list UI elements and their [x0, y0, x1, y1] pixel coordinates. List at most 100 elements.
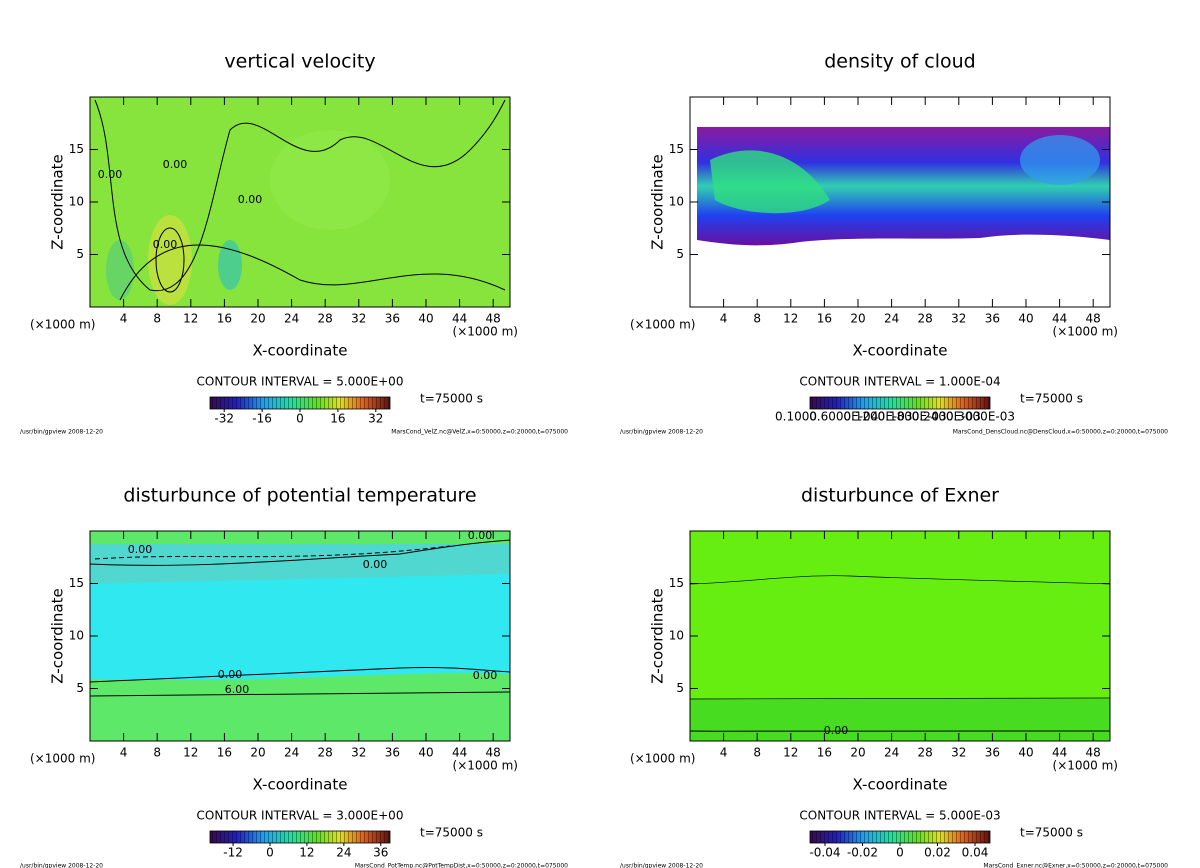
x-tick-label: 48: [486, 746, 501, 760]
field-blob: [106, 240, 134, 300]
contour-label: 0.00: [363, 558, 388, 571]
colorbar-tick-label: 0: [296, 412, 304, 426]
contour-interval: CONTOUR INTERVAL = 3.000E+00: [197, 809, 404, 823]
contour: [94, 545, 451, 560]
x-tick-label: 40: [1018, 312, 1033, 326]
x-tick-label: 48: [486, 312, 501, 326]
chart-title: density of cloud: [824, 51, 976, 73]
colorbar-tick-label: 0.3000E-03: [946, 410, 1015, 424]
time-label: t=75000 s: [420, 826, 483, 840]
x-tick-label: 36: [985, 746, 1000, 760]
x-unit: (×1000 m): [453, 325, 518, 339]
colorbar-tick-label: 0.02: [924, 846, 951, 860]
field-blob: [148, 215, 192, 305]
x-unit: (×1000 m): [453, 759, 518, 773]
field-blob: [218, 240, 242, 290]
y-tick-label: 15: [669, 142, 684, 156]
colorbar-tick-label: 36: [373, 846, 388, 860]
x-tick-label: 16: [217, 746, 232, 760]
colorbar-tick-label: 32: [368, 412, 383, 426]
contour-interval: CONTOUR INTERVAL = 1.000E-04: [799, 375, 1000, 389]
x-tick-label: 24: [284, 312, 299, 326]
field-band: [690, 699, 1110, 741]
x-tick-label: 32: [951, 312, 966, 326]
x-tick-label: 4: [720, 312, 728, 326]
contour: [94, 99, 506, 292]
contour-interval: CONTOUR INTERVAL = 5.000E-03: [799, 809, 1000, 823]
chart-title: disturbunce of potential temperature: [123, 485, 476, 507]
y-tick-label: 5: [76, 247, 84, 261]
field-blob: [697, 127, 1110, 246]
colorbar-tick-label: -16: [252, 412, 272, 426]
y-tick-label: 15: [69, 142, 84, 156]
chart-title: vertical velocity: [224, 51, 375, 73]
time-label: t=75000 s: [1020, 826, 1083, 840]
x-tick-label: 32: [351, 312, 366, 326]
x-tick-label: 8: [153, 312, 161, 326]
colorbar-stripes: [810, 831, 990, 843]
x-tick-label: 28: [918, 312, 933, 326]
x-tick-label: 28: [918, 746, 933, 760]
contour-label: 6.00: [225, 683, 250, 696]
contour: [155, 227, 185, 293]
x-tick-label: 48: [1086, 312, 1101, 326]
y-tick-label: 5: [676, 247, 684, 261]
colorbar-tick-label: -0.02: [847, 846, 878, 860]
colorbar-tick-label: -0.04: [809, 846, 840, 860]
contour: [89, 666, 511, 683]
colorbar-stripes: [210, 831, 390, 843]
x-axis-title: X-coordinate: [853, 776, 948, 794]
x-tick-label: 4: [720, 746, 728, 760]
x-tick-label: 32: [351, 746, 366, 760]
x-tick-label: 24: [884, 746, 899, 760]
x-axis-title: X-coordinate: [253, 776, 348, 794]
colorbar-tick-label: 0.2400E-03: [912, 410, 981, 424]
y-tick-label: 10: [69, 629, 84, 643]
x-tick-label: 44: [1052, 312, 1067, 326]
x-unit: (×1000 m): [1053, 759, 1118, 773]
x-axis-title: X-coordinate: [853, 342, 948, 360]
panel: 0.00 0.00 0.00 0.00 0.00 6.00 disturbunce of p…: [20, 485, 568, 868]
y-tick-label: 5: [676, 681, 684, 695]
x-tick-label: 44: [452, 312, 467, 326]
field-blob: [270, 130, 390, 230]
colorbar-tick-label: 0.6000E-04: [809, 410, 878, 424]
footer-left: /usr/bin/gpview 2008-12-20: [620, 429, 703, 436]
x-tick-label: 32: [951, 746, 966, 760]
x-tick-label: 24: [884, 312, 899, 326]
contour-label: 0.00: [218, 668, 243, 681]
contour-label: 0.00: [238, 193, 263, 206]
x-tick-label: 4: [120, 746, 128, 760]
x-tick-label: 20: [850, 746, 865, 760]
y-tick-label: 5: [76, 681, 84, 695]
x-tick-label: 20: [850, 312, 865, 326]
contour: [119, 244, 506, 301]
time-label: t=75000 s: [1020, 392, 1083, 406]
y-axis-title: Z-coordinate: [649, 154, 667, 249]
x-tick-label: 12: [183, 746, 198, 760]
x-tick-label: 12: [783, 312, 798, 326]
contour: [689, 697, 1111, 700]
contour-label: 0.00: [468, 529, 493, 542]
colorbar-tick-label: 0: [896, 846, 904, 860]
contour-interval: CONTOUR INTERVAL = 5.000E+00: [197, 375, 404, 389]
contour: [89, 539, 511, 566]
x-tick-label: 20: [250, 746, 265, 760]
x-tick-label: 40: [1018, 746, 1033, 760]
colorbar-stripes: [210, 397, 390, 409]
colorbar-tick-label: 0.1800E-03: [878, 410, 947, 424]
footer-right: MarsCond_PotTemp.nc@PotTempDist,x=0:5000…: [355, 863, 568, 868]
contour-label: 0.00: [473, 669, 498, 682]
contour-label: 0.00: [98, 168, 123, 181]
contour-label: 0.00: [824, 724, 849, 737]
contour: [689, 730, 1111, 732]
x-tick-label: 40: [418, 312, 433, 326]
x-tick-label: 36: [385, 746, 400, 760]
colorbar-tick-label: 12: [299, 846, 314, 860]
footer-left: /usr/bin/gpview 2008-12-20: [20, 863, 103, 868]
colorbar-tick-label: -12: [223, 846, 243, 860]
y-tick-label: 15: [69, 576, 84, 590]
x-tick-label: 20: [250, 312, 265, 326]
